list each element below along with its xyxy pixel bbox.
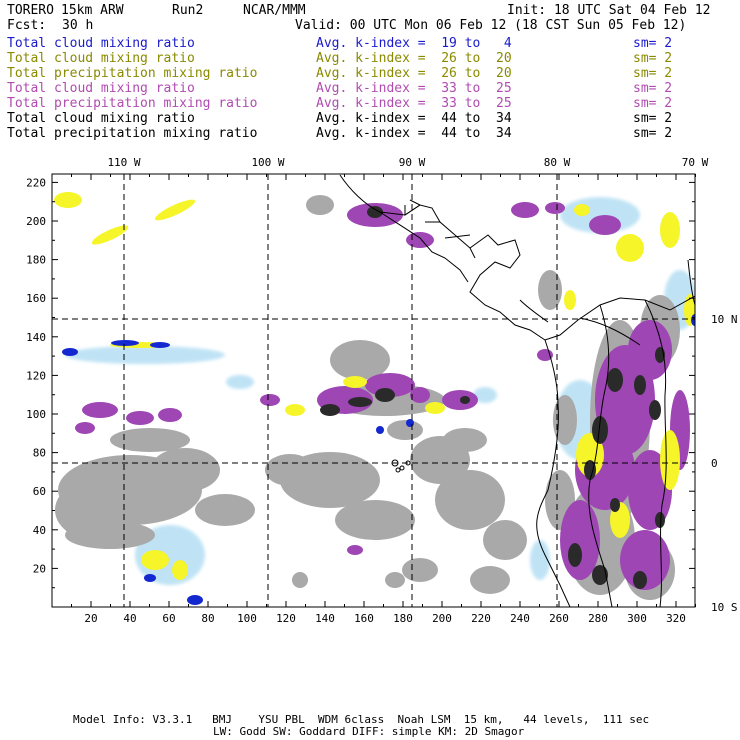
legend-row: Total precipitation mixing ratio Avg. k-i… bbox=[7, 96, 707, 111]
legend-field: Total cloud mixing ratio bbox=[7, 111, 195, 126]
field-blue bbox=[62, 314, 695, 605]
y-tick-label: 60 bbox=[33, 485, 46, 498]
legend-field: Total cloud mixing ratio bbox=[7, 36, 195, 51]
y-tick-label: 40 bbox=[33, 524, 46, 537]
legend-kindex: Avg. k-index = 44 to 34 bbox=[316, 111, 512, 126]
legend-field: Total cloud mixing ratio bbox=[7, 81, 195, 96]
x-tick-label: 280 bbox=[588, 612, 608, 625]
x-tick-label: 320 bbox=[666, 612, 686, 625]
forecast-label: Fcst: bbox=[7, 18, 47, 33]
x-tick-label: 60 bbox=[162, 612, 175, 625]
forecast-hour: 30 h bbox=[62, 18, 94, 33]
x-tick-label: 100 bbox=[237, 612, 257, 625]
y-tick-label: 100 bbox=[26, 408, 46, 421]
latitude-label: 10 N bbox=[711, 313, 738, 326]
x-tick-label: 120 bbox=[276, 612, 296, 625]
legend-kindex: Avg. k-index = 19 to 4 bbox=[316, 36, 512, 51]
y-tick-label: 20 bbox=[33, 562, 46, 575]
legend-smoothing: sm= 2 bbox=[633, 126, 673, 141]
longitude-label: 70 W bbox=[682, 156, 709, 169]
x-tick-label: 140 bbox=[315, 612, 335, 625]
lat-lon-grid bbox=[52, 174, 695, 607]
legend-field: Total precipitation mixing ratio bbox=[7, 126, 258, 141]
legend-kindex: Avg. k-index = 33 to 25 bbox=[316, 81, 512, 96]
init-time: Init: 18 UTC Sat 04 Feb 12 bbox=[507, 3, 711, 18]
legend-kindex: Avg. k-index = 26 to 20 bbox=[316, 66, 512, 81]
legend-smoothing: sm= 2 bbox=[633, 36, 673, 51]
latitude-label: 10 S bbox=[711, 601, 738, 614]
x-tick-label: 80 bbox=[201, 612, 214, 625]
legend-row: Total precipitation mixing ratio Avg. k-i… bbox=[7, 66, 707, 81]
model-run: Run2 bbox=[172, 3, 204, 18]
x-tick-label: 200 bbox=[432, 612, 452, 625]
x-tick-label: 40 bbox=[123, 612, 136, 625]
legend-row: Total cloud mixing ratio Avg. k-index = 3… bbox=[7, 81, 707, 96]
legend-smoothing: sm= 2 bbox=[633, 96, 673, 111]
y-tick-label: 220 bbox=[26, 176, 46, 189]
longitude-label: 110 W bbox=[107, 156, 140, 169]
footer-model-info: Model Info: V3.3.1 BMJ YSU PBL WDM 6clas… bbox=[73, 713, 650, 726]
axis-labels: 20 40 60 80 100 120 140 160 180 200 220 20 40 60 80 100… bbox=[26, 156, 737, 625]
field-yellow bbox=[54, 192, 695, 580]
y-tick-label: 200 bbox=[26, 215, 46, 228]
legend-kindex: Avg. k-index = 26 to 20 bbox=[316, 51, 512, 66]
legend-field: Total cloud mixing ratio bbox=[7, 51, 195, 66]
legend-smoothing: sm= 2 bbox=[633, 51, 673, 66]
y-tick-label: 80 bbox=[33, 447, 46, 460]
y-tick-label: 120 bbox=[26, 369, 46, 382]
legend-kindex: Avg. k-index = 44 to 34 bbox=[316, 126, 512, 141]
legend-kindex: Avg. k-index = 33 to 25 bbox=[316, 96, 512, 111]
y-tick-label: 140 bbox=[26, 331, 46, 344]
y-tick-label: 180 bbox=[26, 254, 46, 267]
x-tick-label: 240 bbox=[510, 612, 530, 625]
legend-row: Total cloud mixing ratio Avg. k-index = 1… bbox=[7, 36, 707, 51]
field-dark-cores bbox=[320, 206, 665, 589]
footer-physics-info: LW: Godd SW: Goddard DIFF: simple KM: 2D… bbox=[213, 725, 525, 738]
legend-row: Total cloud mixing ratio Avg. k-index = 2… bbox=[7, 51, 707, 66]
axis-ticks bbox=[52, 174, 696, 607]
legend-smoothing: sm= 2 bbox=[633, 111, 673, 126]
model-name: TORERO bbox=[7, 3, 54, 18]
legend-smoothing: sm= 2 bbox=[633, 81, 673, 96]
fields-layer bbox=[54, 174, 695, 607]
legend-row: Total precipitation mixing ratio Avg. k-i… bbox=[7, 126, 707, 141]
model-org: NCAR/MMM bbox=[243, 3, 306, 18]
x-tick-label: 20 bbox=[84, 612, 97, 625]
model-resolution: 15km ARW bbox=[61, 3, 124, 18]
legend-smoothing: sm= 2 bbox=[633, 66, 673, 81]
longitude-label: 90 W bbox=[399, 156, 426, 169]
longitude-label: 100 W bbox=[251, 156, 284, 169]
plot-frame bbox=[51, 173, 696, 608]
latitude-label: 0 bbox=[711, 457, 718, 470]
x-tick-label: 260 bbox=[549, 612, 569, 625]
x-tick-label: 160 bbox=[354, 612, 374, 625]
legend-field: Total precipitation mixing ratio bbox=[7, 66, 258, 81]
x-tick-label: 220 bbox=[471, 612, 491, 625]
x-tick-label: 300 bbox=[627, 612, 647, 625]
legend-field: Total precipitation mixing ratio bbox=[7, 96, 258, 111]
longitude-label: 80 W bbox=[544, 156, 571, 169]
x-tick-label: 180 bbox=[393, 612, 413, 625]
coastlines bbox=[339, 174, 695, 607]
valid-time: Valid: 00 UTC Mon 06 Feb 12 (18 CST Sun … bbox=[295, 18, 687, 33]
legend-row: Total cloud mixing ratio Avg. k-index = 4… bbox=[7, 111, 707, 126]
y-tick-label: 160 bbox=[26, 292, 46, 305]
